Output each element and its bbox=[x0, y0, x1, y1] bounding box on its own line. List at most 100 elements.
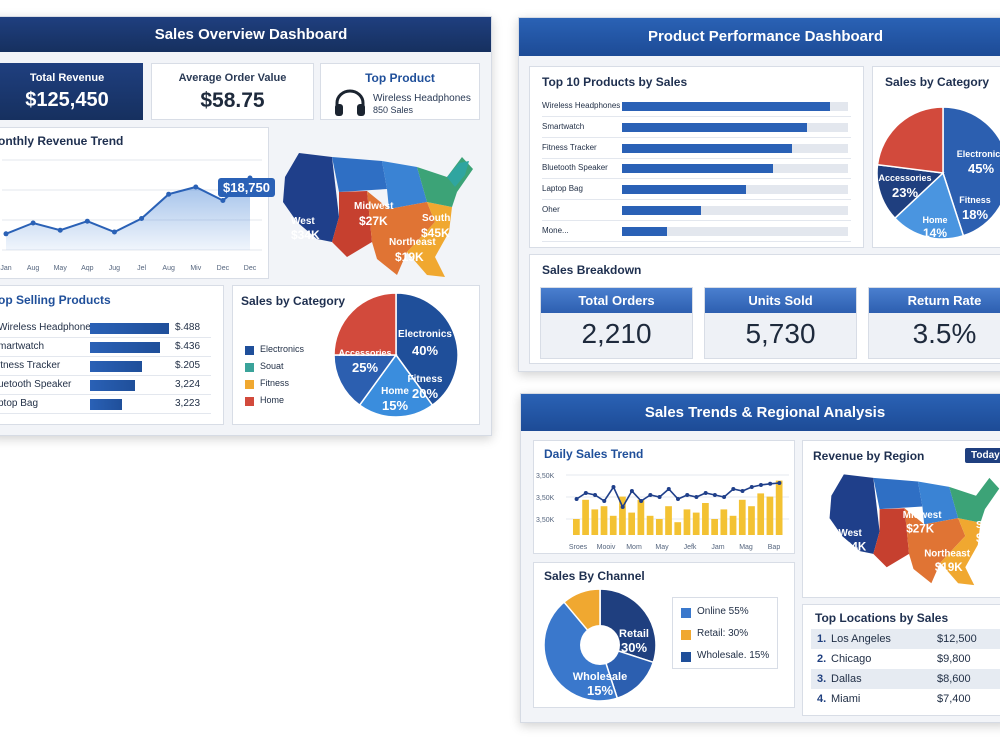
daily-point[interactable] bbox=[574, 497, 579, 501]
daily-point[interactable] bbox=[583, 491, 588, 495]
trend-point[interactable] bbox=[139, 216, 145, 221]
row-divider bbox=[542, 157, 851, 159]
trend-point[interactable] bbox=[220, 198, 226, 203]
row-divider bbox=[542, 136, 851, 138]
daily-bar[interactable] bbox=[665, 506, 672, 535]
pie-slice[interactable] bbox=[893, 171, 965, 240]
daily-bar[interactable] bbox=[757, 493, 765, 535]
daily-point[interactable] bbox=[593, 493, 598, 497]
map-northeast-value: $19K bbox=[395, 250, 424, 264]
daily-bar[interactable] bbox=[720, 509, 728, 535]
map2-midwest-label: Midwest bbox=[903, 510, 942, 521]
pie-slice[interactable] bbox=[333, 354, 398, 407]
stat-total-orders[interactable]: Total Orders 2,210 bbox=[540, 287, 693, 359]
daily-point[interactable] bbox=[639, 499, 644, 503]
daily-point[interactable] bbox=[648, 493, 653, 497]
daily-point[interactable] bbox=[712, 493, 717, 497]
daily-bar[interactable] bbox=[655, 519, 663, 535]
trend-point[interactable] bbox=[111, 229, 117, 235]
category-card-1: Sales by Category Electronics Souat Fitnes… bbox=[232, 285, 480, 425]
stat-units-sold-value: 5,730 bbox=[745, 318, 816, 349]
pie-slice[interactable] bbox=[876, 163, 945, 220]
location-row[interactable]: 2. Chicago $9,800 bbox=[811, 649, 1000, 669]
daily-point[interactable] bbox=[722, 495, 727, 499]
top10-track bbox=[622, 206, 848, 215]
pie-slice[interactable] bbox=[876, 106, 944, 174]
location-row[interactable]: 1. Los Angeles $12,500 bbox=[811, 629, 1000, 649]
trend-point[interactable] bbox=[193, 184, 199, 190]
daily-bar[interactable] bbox=[674, 522, 682, 535]
pie-slice[interactable] bbox=[333, 292, 397, 356]
daily-point[interactable] bbox=[657, 495, 662, 499]
daily-point[interactable] bbox=[611, 485, 616, 489]
top10-bar bbox=[622, 164, 773, 174]
top-selling-value: 3,223 bbox=[175, 398, 201, 409]
daily-point[interactable] bbox=[694, 495, 699, 499]
daily-point[interactable] bbox=[731, 487, 736, 491]
daily-point[interactable] bbox=[629, 489, 634, 493]
daily-point[interactable] bbox=[777, 481, 782, 485]
today-badge[interactable]: Today: bbox=[965, 448, 1000, 463]
map-south bbox=[367, 191, 435, 275]
top-selling-bar bbox=[90, 399, 122, 410]
trend-point[interactable] bbox=[3, 231, 9, 237]
daily-bar[interactable] bbox=[637, 499, 645, 535]
daily-bar[interactable] bbox=[619, 496, 626, 535]
daily-bar[interactable] bbox=[692, 512, 700, 535]
pie-slice[interactable] bbox=[395, 292, 459, 407]
map-midwest-label: Midwest bbox=[354, 201, 394, 212]
pie-slice[interactable] bbox=[358, 353, 434, 418]
daily-bar[interactable] bbox=[646, 515, 654, 535]
daily-bar[interactable] bbox=[582, 499, 589, 535]
top10-name: Wireless Headphones bbox=[542, 101, 621, 110]
channel-legend-swatch bbox=[681, 608, 691, 618]
trend-point[interactable] bbox=[84, 218, 90, 224]
daily-bar[interactable] bbox=[628, 512, 636, 535]
aov-card[interactable]: Average Order Value $58.75 bbox=[151, 63, 314, 120]
daily-bar[interactable] bbox=[609, 515, 617, 535]
daily-point[interactable] bbox=[740, 489, 745, 493]
daily-bar[interactable] bbox=[729, 515, 737, 535]
daily-point[interactable] bbox=[749, 485, 754, 489]
stat-return-rate[interactable]: Return Rate 3.5% bbox=[868, 287, 1000, 359]
pie-label-name: Retail bbox=[619, 628, 649, 640]
daily-bar[interactable] bbox=[573, 519, 580, 535]
daily-point[interactable] bbox=[602, 499, 607, 503]
daily-bar[interactable] bbox=[775, 480, 783, 535]
daily-bar[interactable] bbox=[600, 506, 608, 535]
map2-northeast-value: $19K bbox=[935, 561, 963, 574]
row-divider bbox=[0, 337, 211, 338]
daily-bar[interactable] bbox=[766, 496, 774, 535]
pie-label-name: Accessories bbox=[878, 173, 931, 183]
daily-bar[interactable] bbox=[683, 509, 691, 535]
location-row[interactable]: 4. Miami $7,400 bbox=[811, 689, 1000, 709]
daily-point[interactable] bbox=[758, 483, 763, 487]
daily-point[interactable] bbox=[676, 497, 680, 501]
daily-bar[interactable] bbox=[748, 506, 755, 535]
daily-bar[interactable] bbox=[702, 503, 709, 535]
stat-units-sold[interactable]: Units Sold 5,730 bbox=[704, 287, 857, 359]
daily-point[interactable] bbox=[768, 481, 773, 486]
daily-point[interactable] bbox=[703, 491, 708, 495]
monthly-trend-card: onthly Revenue Trend Jan Aug May Aqp Jug Jel A… bbox=[0, 127, 275, 279]
trend-point[interactable] bbox=[57, 227, 63, 233]
location-row[interactable]: 3. Dallas $8,600 bbox=[811, 669, 1000, 689]
stat-units-sold-label: Units Sold bbox=[705, 288, 856, 313]
daily-bar[interactable] bbox=[738, 499, 746, 535]
daily-bar[interactable] bbox=[591, 509, 599, 535]
location-city: Dallas bbox=[831, 673, 862, 685]
daily-point[interactable] bbox=[685, 493, 690, 497]
top-product-card[interactable]: Top Product Wireless Headphones 850 Sale… bbox=[320, 63, 480, 120]
trend-point[interactable] bbox=[166, 191, 172, 197]
daily-point[interactable] bbox=[666, 487, 671, 491]
daily-bar[interactable] bbox=[711, 519, 718, 535]
pie-slice[interactable] bbox=[942, 106, 1000, 237]
total-revenue-card[interactable]: Total Revenue $125,450 bbox=[0, 63, 143, 120]
top-selling-name: martwatch bbox=[0, 341, 45, 352]
daily-point[interactable] bbox=[620, 505, 625, 509]
trend-point[interactable] bbox=[30, 220, 36, 226]
map-northeast-label: Northeast bbox=[389, 237, 436, 248]
top10-track bbox=[622, 122, 848, 132]
